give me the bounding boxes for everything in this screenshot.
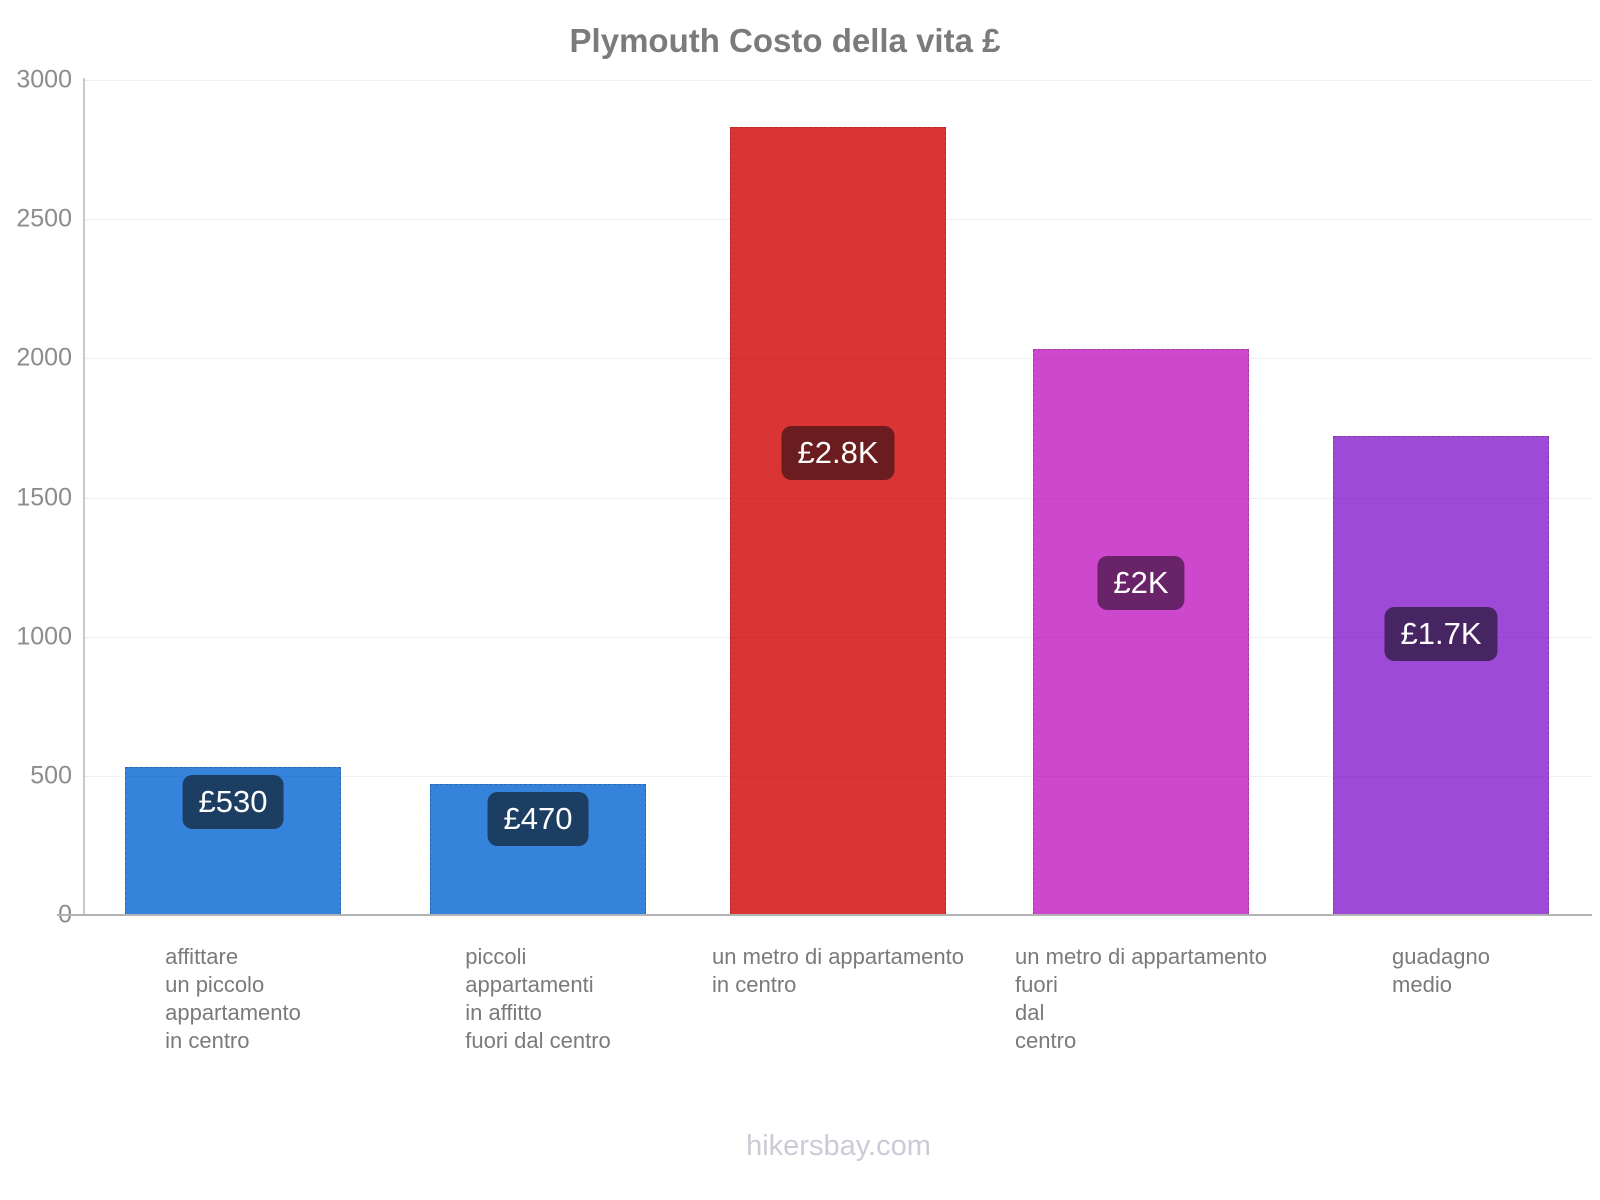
- bar: [730, 127, 946, 915]
- value-badge: £530: [182, 775, 284, 829]
- category-label: un metro di appartamento fuori dal centr…: [1015, 944, 1267, 1053]
- y-tick-label: 2500: [16, 204, 72, 233]
- y-tick-label: 1000: [16, 622, 72, 651]
- bar: [1333, 436, 1549, 915]
- category-label: guadagno medio: [1392, 944, 1490, 997]
- x-axis-line: [57, 914, 1592, 916]
- gridline: [85, 358, 1592, 360]
- y-tick-label: 1500: [16, 483, 72, 511]
- gridline: [85, 497, 1592, 499]
- value-badge: £2.8K: [781, 426, 895, 480]
- gridline: [85, 80, 1592, 81]
- value-badge: £1.7K: [1384, 607, 1498, 661]
- gridline: [85, 219, 1592, 221]
- gridline: [85, 636, 1592, 638]
- category-label: affittare un piccolo appartamento in cen…: [165, 944, 301, 1053]
- category-label: un metro di appartamento in centro: [712, 944, 964, 997]
- y-tick-label: 3000: [16, 65, 72, 94]
- y-tick-label: 500: [30, 761, 72, 790]
- category-label: piccoli appartamenti in affitto fuori da…: [465, 944, 611, 1053]
- y-axis-line: [83, 78, 85, 915]
- bar: [1033, 348, 1249, 915]
- value-badge: £2K: [1097, 556, 1185, 610]
- footer-watermark: hikersbay.com: [746, 1130, 931, 1162]
- gridline: [85, 775, 1592, 777]
- chart-title: Plymouth Costo della vita £: [569, 22, 1001, 59]
- value-badge: £470: [487, 792, 589, 846]
- y-tick-label: 2000: [16, 343, 72, 372]
